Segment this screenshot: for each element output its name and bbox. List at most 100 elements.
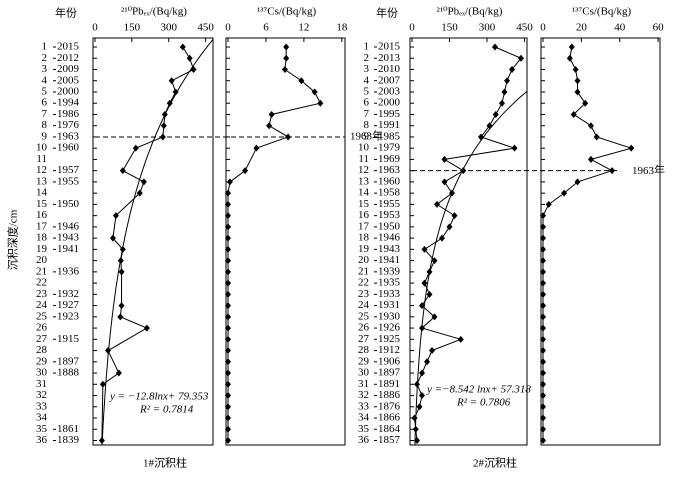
depth-label: 25 bbox=[358, 310, 370, 322]
data-point bbox=[225, 279, 231, 287]
year-label: 1891 bbox=[378, 378, 400, 390]
data-point bbox=[504, 77, 510, 85]
data-point bbox=[572, 65, 579, 73]
year-label: 2009 bbox=[57, 63, 80, 75]
x-tick-label: 150 bbox=[441, 22, 458, 34]
year-label: 1955 bbox=[378, 198, 401, 210]
year-label: 1976 bbox=[57, 119, 80, 131]
year-label: 1897 bbox=[57, 355, 80, 367]
data-point bbox=[540, 234, 546, 242]
year-label: 1888 bbox=[57, 367, 80, 379]
data-point bbox=[225, 302, 231, 310]
depth-label: 32 bbox=[358, 389, 369, 401]
fit-equation: y = −12.8lnx+ 79.353 bbox=[109, 391, 209, 403]
data-point bbox=[225, 223, 231, 231]
year-label: 1936 bbox=[57, 265, 80, 277]
depth-label: 6 bbox=[364, 97, 370, 109]
year-header: 年份 bbox=[55, 6, 77, 20]
depth-label: 17 bbox=[36, 220, 48, 232]
depth-label: 20 bbox=[36, 254, 48, 266]
depth-label: 27 bbox=[36, 333, 48, 345]
depth-label: 24 bbox=[358, 299, 370, 311]
data-line bbox=[413, 46, 522, 441]
x-tick-label: 12 bbox=[298, 22, 309, 34]
data-point bbox=[561, 189, 568, 197]
depth-label: 21 bbox=[358, 265, 369, 277]
data-point bbox=[118, 268, 125, 276]
data-point bbox=[574, 88, 581, 96]
x-tick-label: 6 bbox=[263, 22, 269, 34]
year-label: 1958 bbox=[378, 187, 401, 199]
year-label: 1923 bbox=[57, 310, 80, 322]
year-label: 1915 bbox=[57, 333, 80, 345]
year-label: 1960 bbox=[378, 175, 401, 187]
data-point bbox=[439, 234, 445, 242]
depth-label: 30 bbox=[358, 367, 370, 379]
data-point bbox=[225, 358, 231, 366]
year-label: 2005 bbox=[57, 74, 80, 86]
data-point bbox=[545, 200, 552, 208]
data-point bbox=[457, 335, 464, 343]
data-point bbox=[540, 257, 546, 265]
depth-label: 7 bbox=[42, 108, 48, 120]
depth-label: 18 bbox=[36, 232, 48, 244]
fit-curve bbox=[101, 38, 213, 445]
year-label: 1930 bbox=[378, 310, 401, 322]
data-point bbox=[431, 257, 438, 265]
depth-label: 10 bbox=[36, 142, 48, 154]
x-tick-label: 450 bbox=[197, 22, 214, 34]
year-label: 1839 bbox=[57, 434, 80, 446]
depth-label: 2 bbox=[364, 52, 370, 64]
depth-label: 3 bbox=[42, 63, 48, 75]
panel-frame bbox=[225, 37, 346, 446]
year-label: 2015 bbox=[57, 41, 80, 53]
data-point bbox=[225, 335, 231, 343]
data-point bbox=[225, 324, 231, 332]
depth-label: 22 bbox=[36, 277, 47, 289]
data-point bbox=[540, 437, 546, 445]
depth-label: 4 bbox=[42, 74, 48, 86]
year-label: 1933 bbox=[378, 288, 401, 300]
data-point bbox=[441, 155, 448, 163]
data-point bbox=[421, 279, 428, 287]
data-point bbox=[253, 144, 260, 152]
depth-label: 28 bbox=[358, 344, 370, 356]
marker-label: 1963年 bbox=[632, 163, 665, 177]
x-tick-label: 0 bbox=[225, 22, 231, 34]
depth-label: 32 bbox=[36, 389, 47, 401]
x-axis-label: ¹³⁷Cs/(Bq/kg) bbox=[257, 6, 317, 18]
year-label: 1950 bbox=[57, 198, 80, 210]
depth-label: 35 bbox=[358, 423, 370, 435]
depth-label: 35 bbox=[36, 423, 48, 435]
year-label: 1939 bbox=[378, 265, 401, 277]
panel-frame bbox=[540, 37, 661, 446]
data-point bbox=[424, 358, 430, 366]
depth-label: 20 bbox=[358, 254, 370, 266]
data-point bbox=[540, 347, 546, 355]
year-label: 2010 bbox=[378, 63, 401, 75]
core-title: 1#沉积柱 bbox=[143, 456, 187, 470]
depth-label: 18 bbox=[358, 232, 370, 244]
year-label: 2007 bbox=[378, 74, 401, 86]
year-label: 1960 bbox=[57, 142, 80, 154]
year-label: 1994 bbox=[57, 97, 80, 109]
data-point bbox=[225, 234, 231, 242]
depth-label: 23 bbox=[36, 288, 48, 300]
depth-label: 21 bbox=[36, 265, 47, 277]
depth-label: 30 bbox=[36, 367, 48, 379]
depth-label: 29 bbox=[36, 355, 48, 367]
fit-equation: y =−8.542 lnx+ 57.318 bbox=[426, 384, 531, 396]
x-tick-label: 0 bbox=[540, 22, 546, 34]
x-axis-label: ¹³⁷Cs/(Bq/kg) bbox=[572, 6, 632, 18]
data-point bbox=[172, 88, 179, 96]
year-label: 1941 bbox=[378, 254, 400, 266]
depth-label: 14 bbox=[36, 187, 48, 199]
fit-r2: R² = 0.7806 bbox=[456, 397, 511, 409]
depth-label: 11 bbox=[36, 153, 47, 165]
data-point bbox=[105, 347, 112, 355]
x-tick-label: 20 bbox=[576, 22, 588, 34]
depth-label: 7 bbox=[364, 108, 370, 120]
depth-label: 6 bbox=[42, 97, 48, 109]
x-axis-label: ²¹⁰Pbₑₓ/(Bq/kg) bbox=[437, 6, 503, 18]
